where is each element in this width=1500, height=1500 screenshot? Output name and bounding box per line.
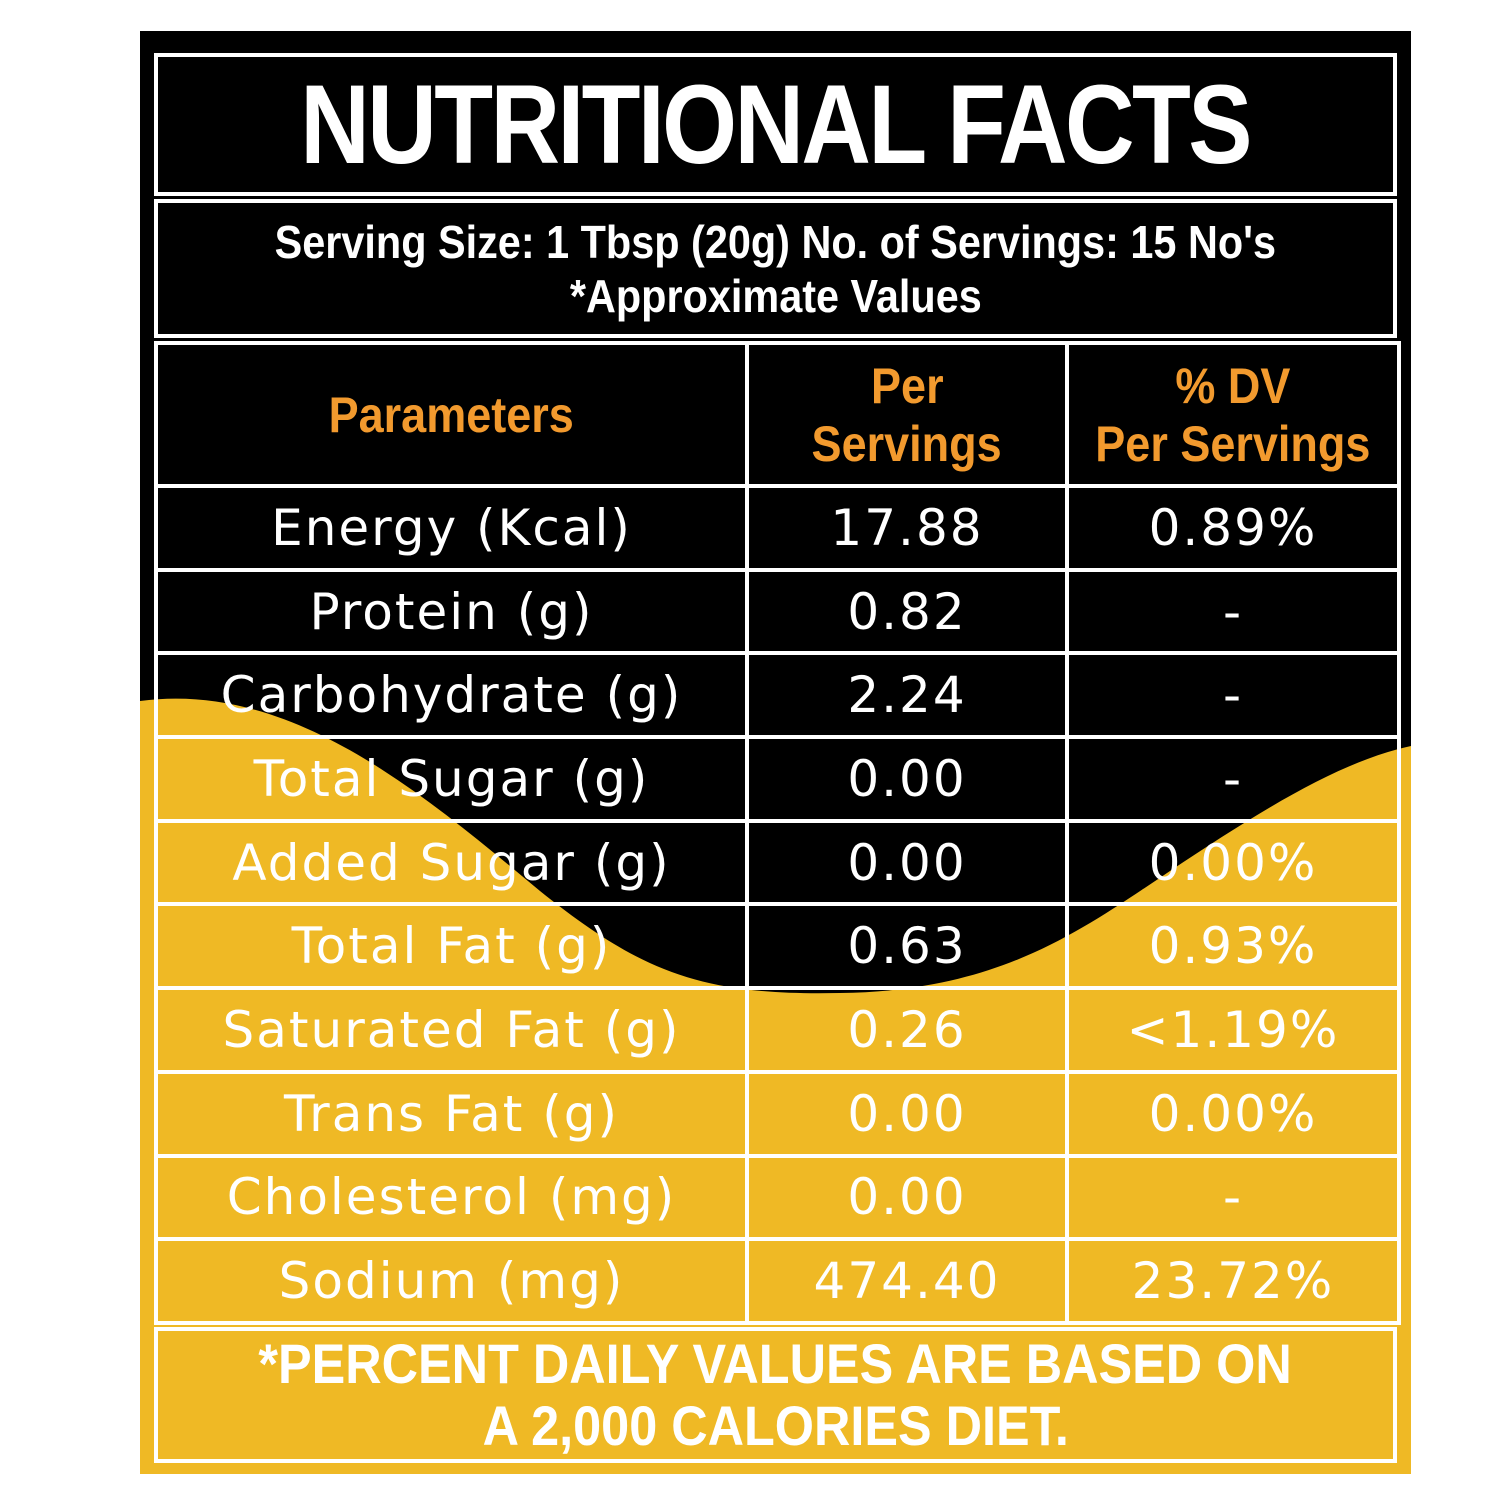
row-dv: <1.19% (1065, 986, 1401, 1074)
row-per-serving: 2.24 (745, 651, 1069, 740)
table-header-row: Parameters Per Servings % DV Per Serving… (154, 341, 1401, 488)
row-dv: 0.00% (1065, 818, 1401, 907)
table-row: Added Sugar (g) 0.00 0.00% (154, 818, 1401, 907)
row-parameter: Added Sugar (g) (154, 818, 749, 907)
table-row: Trans Fat (g) 0.00 0.00% (154, 1069, 1401, 1158)
row-per-serving: 474.40 (745, 1237, 1069, 1325)
serving-info: Serving Size: 1 Tbsp (20g) No. of Servin… (154, 199, 1397, 338)
row-per-serving: 17.88 (745, 484, 1069, 572)
footer-line-2: A 2,000 CALORIES DIET. (482, 1394, 1069, 1457)
nutrition-label: NUTRITIONAL FACTS Serving Size: 1 Tbsp (… (140, 31, 1411, 1474)
row-dv: 0.93% (1065, 902, 1401, 991)
header-parameters: Parameters (154, 341, 749, 488)
row-parameter: Protein (g) (154, 567, 749, 656)
row-dv: - (1065, 735, 1401, 823)
row-per-serving: 0.00 (745, 735, 1069, 823)
row-dv: - (1065, 1153, 1401, 1242)
nutrition-table: Parameters Per Servings % DV Per Serving… (154, 341, 1401, 1325)
table-row: Carbohydrate (g) 2.24 - (154, 651, 1401, 740)
table-row: Energy (Kcal) 17.88 0.89% (154, 484, 1401, 572)
serving-size-text: Serving Size: 1 Tbsp (20g) No. of Servin… (274, 215, 1277, 268)
row-dv: 0.00% (1065, 1069, 1401, 1158)
table-row: Sodium (mg) 474.40 23.72% (154, 1237, 1401, 1325)
page-title: NUTRITIONAL FACTS (300, 61, 1253, 187)
approximate-values-note: *Approximate Values (569, 269, 982, 322)
row-parameter: Sodium (mg) (154, 1237, 749, 1325)
table-row: Cholesterol (mg) 0.00 - (154, 1153, 1401, 1242)
table-row: Total Fat (g) 0.63 0.93% (154, 902, 1401, 991)
footer-note: *PERCENT DAILY VALUES ARE BASED ON A 2,0… (154, 1327, 1397, 1463)
row-parameter: Energy (Kcal) (154, 484, 749, 572)
row-dv: 0.89% (1065, 484, 1401, 572)
table-row: Total Sugar (g) 0.00 - (154, 735, 1401, 823)
row-parameter: Total Fat (g) (154, 902, 749, 991)
row-per-serving: 0.26 (745, 986, 1069, 1074)
row-parameter: Total Sugar (g) (154, 735, 749, 823)
row-dv: - (1065, 567, 1401, 656)
table-row: Protein (g) 0.82 - (154, 567, 1401, 656)
row-parameter: Saturated Fat (g) (154, 986, 749, 1074)
title-banner: NUTRITIONAL FACTS (154, 53, 1397, 196)
row-dv: 23.72% (1065, 1237, 1401, 1325)
row-parameter: Trans Fat (g) (154, 1069, 749, 1158)
row-per-serving: 0.82 (745, 567, 1069, 656)
header-per-servings: Per Servings (745, 341, 1069, 488)
row-parameter: Cholesterol (mg) (154, 1153, 749, 1242)
row-parameter: Carbohydrate (g) (154, 651, 749, 740)
row-per-serving: 0.00 (745, 818, 1069, 907)
footer-line-1: *PERCENT DAILY VALUES ARE BASED ON (258, 1332, 1293, 1395)
row-per-serving: 0.00 (745, 1069, 1069, 1158)
table-row: Saturated Fat (g) 0.26 <1.19% (154, 986, 1401, 1074)
row-per-serving: 0.63 (745, 902, 1069, 991)
row-dv: - (1065, 651, 1401, 740)
row-per-serving: 0.00 (745, 1153, 1069, 1242)
header-dv-per-servings: % DV Per Servings (1065, 341, 1401, 488)
